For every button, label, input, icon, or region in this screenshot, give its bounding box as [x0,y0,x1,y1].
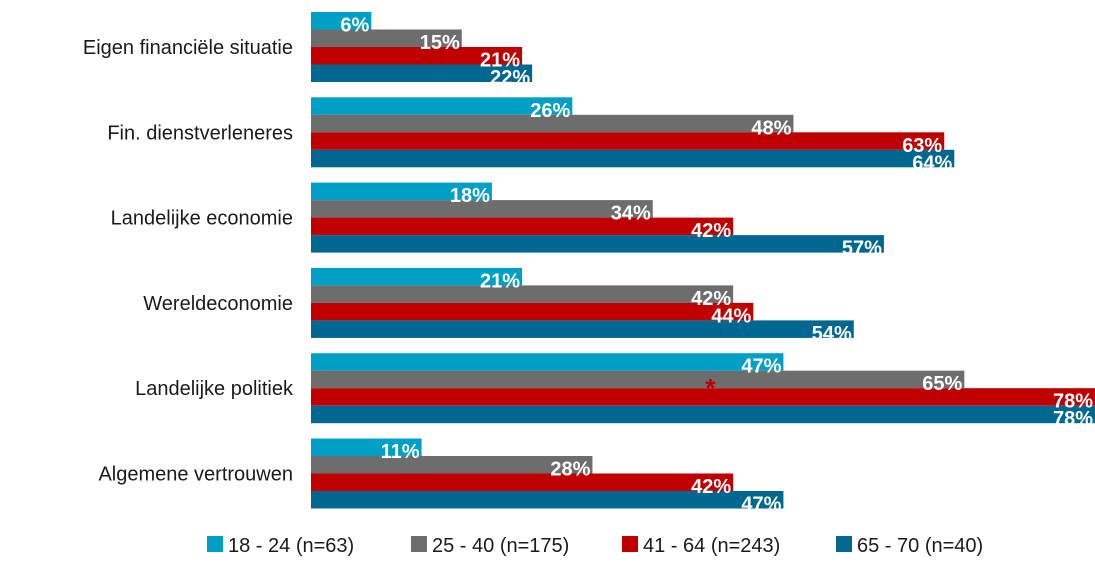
data-label: 6% [340,15,369,37]
bar [311,473,734,491]
legend: 18 - 24 (n=63) 25 - 40 (n=175) 41 - 64 (n=… [207,535,983,557]
bar [311,267,523,286]
bar [311,182,492,201]
data-label: 15% [420,32,460,54]
data-label: 21% [480,50,520,72]
data-label: 65% [922,373,962,395]
data-label: 42% [691,288,731,310]
bar [311,114,794,133]
category-label: Landelijke politiek [135,378,294,400]
bar [311,320,854,338]
bar [311,29,462,47]
data-label: 47% [741,356,781,378]
data-label: 48% [751,117,791,139]
bar [311,235,884,253]
bar [311,388,1095,406]
bar [311,285,734,303]
bar [311,217,734,236]
bar [311,405,1095,424]
bar [311,12,372,30]
legend-label: 65 - 70 (n=40) [857,535,983,557]
category-label: Eigen financiële situatie [83,37,293,59]
bar [311,47,523,65]
data-label: 64% [912,152,952,174]
data-label: 57% [842,238,882,260]
data-label: 21% [480,270,520,292]
bar [311,302,754,321]
data-label: 78% [1053,408,1093,430]
data-label: 78% [1053,391,1093,413]
significance-marker: * [705,373,716,403]
data-label: 63% [902,135,942,157]
data-label: 34% [611,203,651,225]
bar [311,456,593,474]
bar [311,438,422,456]
category-label: Fin. dienstverleneres [107,122,293,144]
data-label: 22% [490,67,530,89]
category-label: Landelijke economie [111,208,293,230]
bar [311,64,533,82]
category-labels: Eigen financiële situatie Fin. dienstverl… [83,37,294,486]
data-label: 26% [530,100,570,122]
bar [311,200,653,218]
data-label: 11% [381,441,420,463]
data-label: 54% [812,323,852,345]
legend-swatch [207,536,223,552]
data-label: 18% [450,185,490,207]
bar [311,132,945,150]
bars [311,12,1095,509]
legend-swatch [622,536,638,552]
legend-swatch [836,536,852,552]
legend-label: 41 - 64 (n=243) [643,535,780,557]
data-label: 47% [741,494,781,516]
category-label: Algemene vertrouwen [98,464,293,486]
bar [311,353,784,371]
bar [311,97,573,115]
bar [311,149,955,168]
data-label: 44% [711,305,751,327]
legend-label: 25 - 40 (n=175) [432,535,569,557]
legend-label: 18 - 24 (n=63) [228,535,354,557]
category-label: Wereldeconomie [143,293,293,315]
bar [311,491,784,509]
value-labels: 6%15%21%22%26%48%63%64%18%34%42%57%21%42… [340,15,1093,516]
legend-swatch [411,536,427,552]
annotations: * [705,373,716,403]
data-label: 42% [691,220,731,242]
data-label: 42% [691,476,731,498]
bar [311,370,965,389]
data-label: 28% [550,459,590,481]
